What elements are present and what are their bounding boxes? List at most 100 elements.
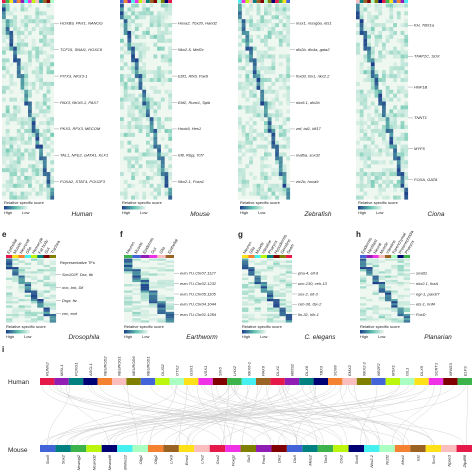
heatmap-cell	[49, 267, 57, 270]
tf-label: PAX3, NKX6-1, PAX7	[60, 100, 99, 105]
heatmap-cell	[370, 183, 375, 188]
heatmap-cell	[397, 313, 404, 317]
heatmap-cell	[20, 117, 25, 122]
heatmap-cell	[140, 311, 150, 315]
heatmap-cell	[124, 258, 133, 261]
heatmap-cell	[367, 105, 371, 110]
heatmap-cell	[13, 183, 17, 188]
heatmap-cell	[372, 271, 379, 274]
heatmap-cell	[138, 179, 143, 184]
heatmap-cell	[28, 89, 32, 94]
heatmap-cell	[20, 66, 25, 71]
heatmap-cell	[385, 3, 390, 8]
tf-label: HOXB9, PAX1, NANOG	[60, 21, 103, 26]
heatmap-cell	[403, 307, 411, 310]
heatmap-cell	[153, 117, 158, 122]
heatmap-cell	[267, 54, 272, 59]
heatmap-cell	[360, 309, 367, 312]
cluster-strip	[6, 255, 13, 258]
cluster-bar	[328, 378, 343, 385]
heatmap-cell	[241, 38, 246, 43]
heatmap-cell	[35, 66, 40, 71]
heatmap-cell	[400, 183, 405, 188]
heatmap-cell	[146, 97, 150, 102]
heatmap-cell	[245, 7, 250, 12]
heatmap-cell	[120, 3, 124, 8]
heatmap-cell	[264, 54, 268, 59]
heatmap-cell	[400, 38, 405, 43]
heatmap-cell	[43, 296, 50, 300]
heatmap-cell	[260, 172, 265, 177]
heatmap-cell	[404, 136, 409, 141]
heatmap-cell	[120, 23, 124, 28]
heatmap-cell	[367, 74, 371, 79]
homology-link	[171, 384, 342, 446]
heatmap-cell	[404, 74, 409, 79]
heatmap-cell	[18, 260, 25, 263]
heatmap-cell	[245, 164, 250, 169]
heatmap-cell	[16, 132, 21, 137]
heatmap-cell	[50, 81, 55, 86]
heatmap-cell	[404, 42, 409, 47]
heatmap-cell	[35, 168, 40, 173]
heatmap-cell	[378, 148, 383, 153]
heatmap-cell	[400, 85, 405, 90]
heatmap-cell	[397, 318, 404, 321]
heatmap-cell	[149, 160, 154, 165]
heatmap-cell	[245, 19, 250, 24]
heatmap-cell	[24, 294, 32, 297]
gene-label: NKX6-1	[246, 362, 251, 376]
heatmap-cell	[241, 125, 246, 130]
heatmap-cell	[2, 62, 6, 67]
heatmap-cell	[285, 264, 293, 268]
heatmap-cell	[393, 105, 397, 110]
heatmap-cell	[35, 101, 40, 106]
heatmap-cell	[12, 258, 19, 261]
heatmap-cell	[374, 172, 379, 177]
heatmap-cell	[285, 279, 293, 283]
heatmap-cell	[264, 66, 268, 71]
heatmap-cell	[160, 3, 165, 8]
heatmap-cell	[252, 62, 257, 67]
heatmap-cell	[241, 175, 246, 180]
heatmap-cell	[275, 89, 279, 94]
heatmap-cell	[403, 303, 411, 306]
heatmap-cell	[24, 148, 29, 153]
cluster-bar	[117, 445, 133, 452]
heatmap-cell	[31, 128, 36, 133]
heatmap-cell	[396, 179, 401, 184]
heatmap-cell	[278, 175, 283, 180]
heatmap-cell	[264, 164, 268, 169]
heatmap-cell	[273, 290, 280, 293]
heatmap-cell	[403, 320, 411, 323]
heatmap-cell	[35, 160, 40, 165]
heatmap-cell	[389, 89, 394, 94]
heatmap-cell	[391, 281, 398, 285]
heatmap-cell	[12, 309, 19, 312]
heatmap-cell	[127, 148, 132, 153]
cluster-bar	[86, 445, 102, 452]
cluster-strip	[404, 0, 408, 3]
heatmap-cell	[389, 172, 394, 177]
gene-label: Zfp488	[462, 454, 467, 468]
heatmap-cell	[282, 121, 287, 126]
heatmap-cell	[279, 320, 286, 323]
heatmap-cell	[35, 144, 40, 149]
gene-label: Dlx1	[277, 455, 282, 463]
heatmap-cell	[24, 305, 32, 308]
heatmap-cell	[271, 168, 276, 173]
heatmap-cell	[278, 7, 283, 12]
gene-label: Dlx5	[292, 454, 297, 463]
heatmap-cell	[389, 179, 394, 184]
heatmap-cell	[9, 144, 14, 149]
heatmap-cell	[397, 267, 404, 270]
heatmap-cell	[164, 152, 169, 157]
heatmap-cell	[359, 15, 364, 20]
heatmap-cell	[241, 3, 246, 8]
heatmap-cell	[39, 168, 43, 173]
heatmap-cell	[132, 311, 141, 315]
heatmap-cell	[13, 7, 17, 12]
heatmap-cell	[267, 318, 274, 321]
heatmap-cell	[252, 23, 257, 28]
heatmap-cell	[39, 183, 43, 188]
